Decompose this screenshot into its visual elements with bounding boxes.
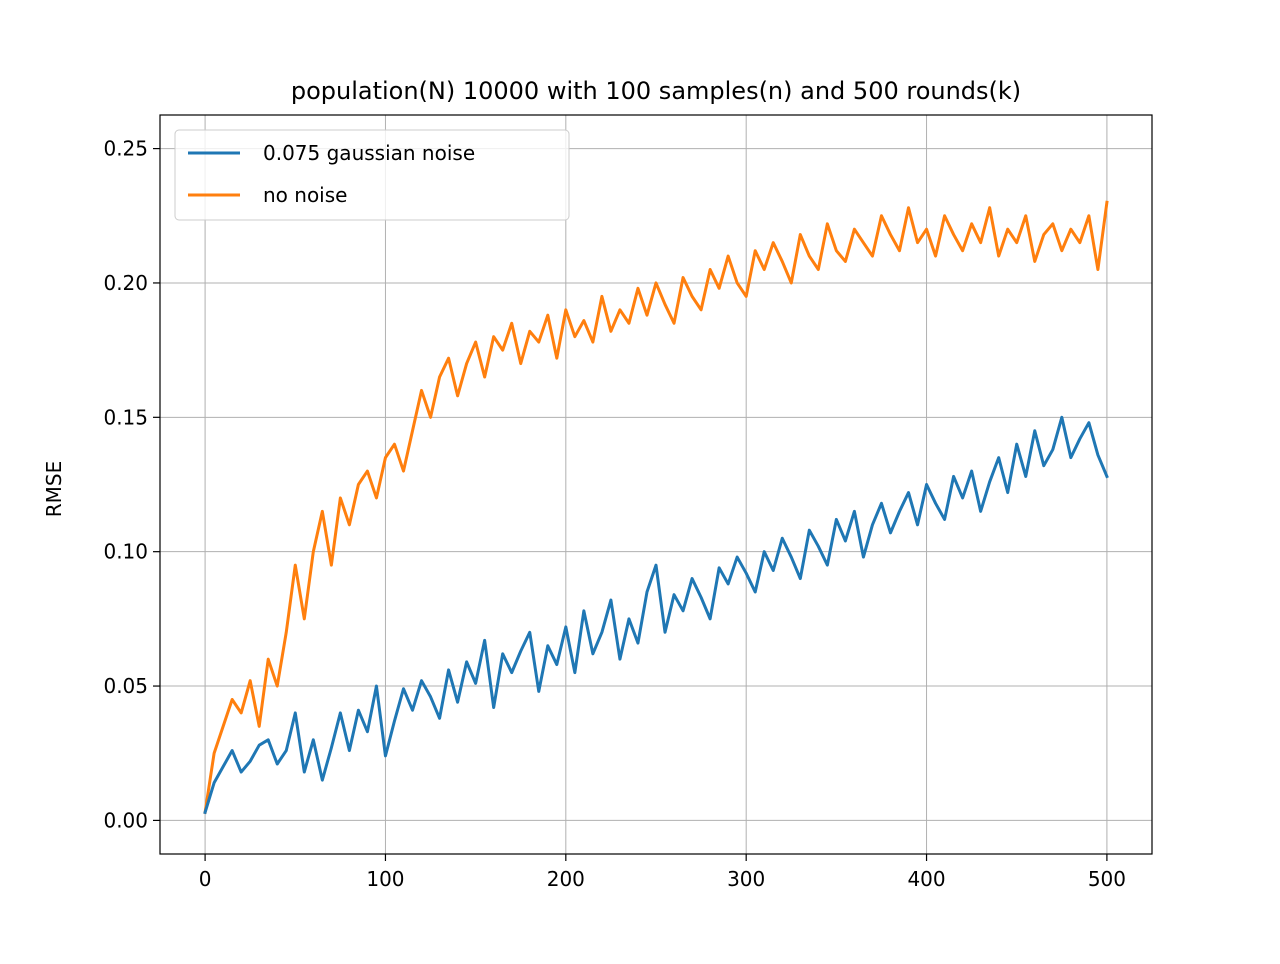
x-axis: 0 100 200 300 400 500 bbox=[199, 854, 1126, 891]
legend-box bbox=[174, 129, 570, 221]
plot-area-frame bbox=[159, 114, 1153, 855]
plot-series bbox=[203, 200, 1109, 815]
x-tick-label: 100 bbox=[366, 867, 404, 891]
x-tick-label: 300 bbox=[727, 867, 765, 891]
y-tick-label: 0.20 bbox=[103, 271, 148, 295]
y-axis-label: RMSE bbox=[42, 461, 66, 517]
x-tick-label: 500 bbox=[1088, 867, 1126, 891]
series-line-1 bbox=[203, 200, 1109, 815]
y-tick-label: 0.00 bbox=[103, 808, 148, 832]
y-tick-label: 0.25 bbox=[103, 137, 148, 161]
legend-label-1: no noise bbox=[263, 183, 347, 207]
x-tick-label: 200 bbox=[547, 867, 585, 891]
y-tick-label: 0.10 bbox=[103, 540, 148, 564]
x-tick-label: 0 bbox=[199, 867, 212, 891]
y-tick-label: 0.15 bbox=[103, 405, 148, 429]
y-tick-label: 0.05 bbox=[103, 674, 148, 698]
legend: 0.075 gaussian noise no noise bbox=[174, 129, 570, 221]
series-line-0 bbox=[203, 415, 1109, 815]
x-tick-label: 400 bbox=[907, 867, 945, 891]
legend-label-0: 0.075 gaussian noise bbox=[263, 141, 475, 165]
y-axis: 0.00 0.05 0.10 0.15 0.20 0.25 bbox=[103, 137, 160, 832]
chart-title: population(N) 10000 with 100 samples(n) … bbox=[291, 77, 1021, 105]
